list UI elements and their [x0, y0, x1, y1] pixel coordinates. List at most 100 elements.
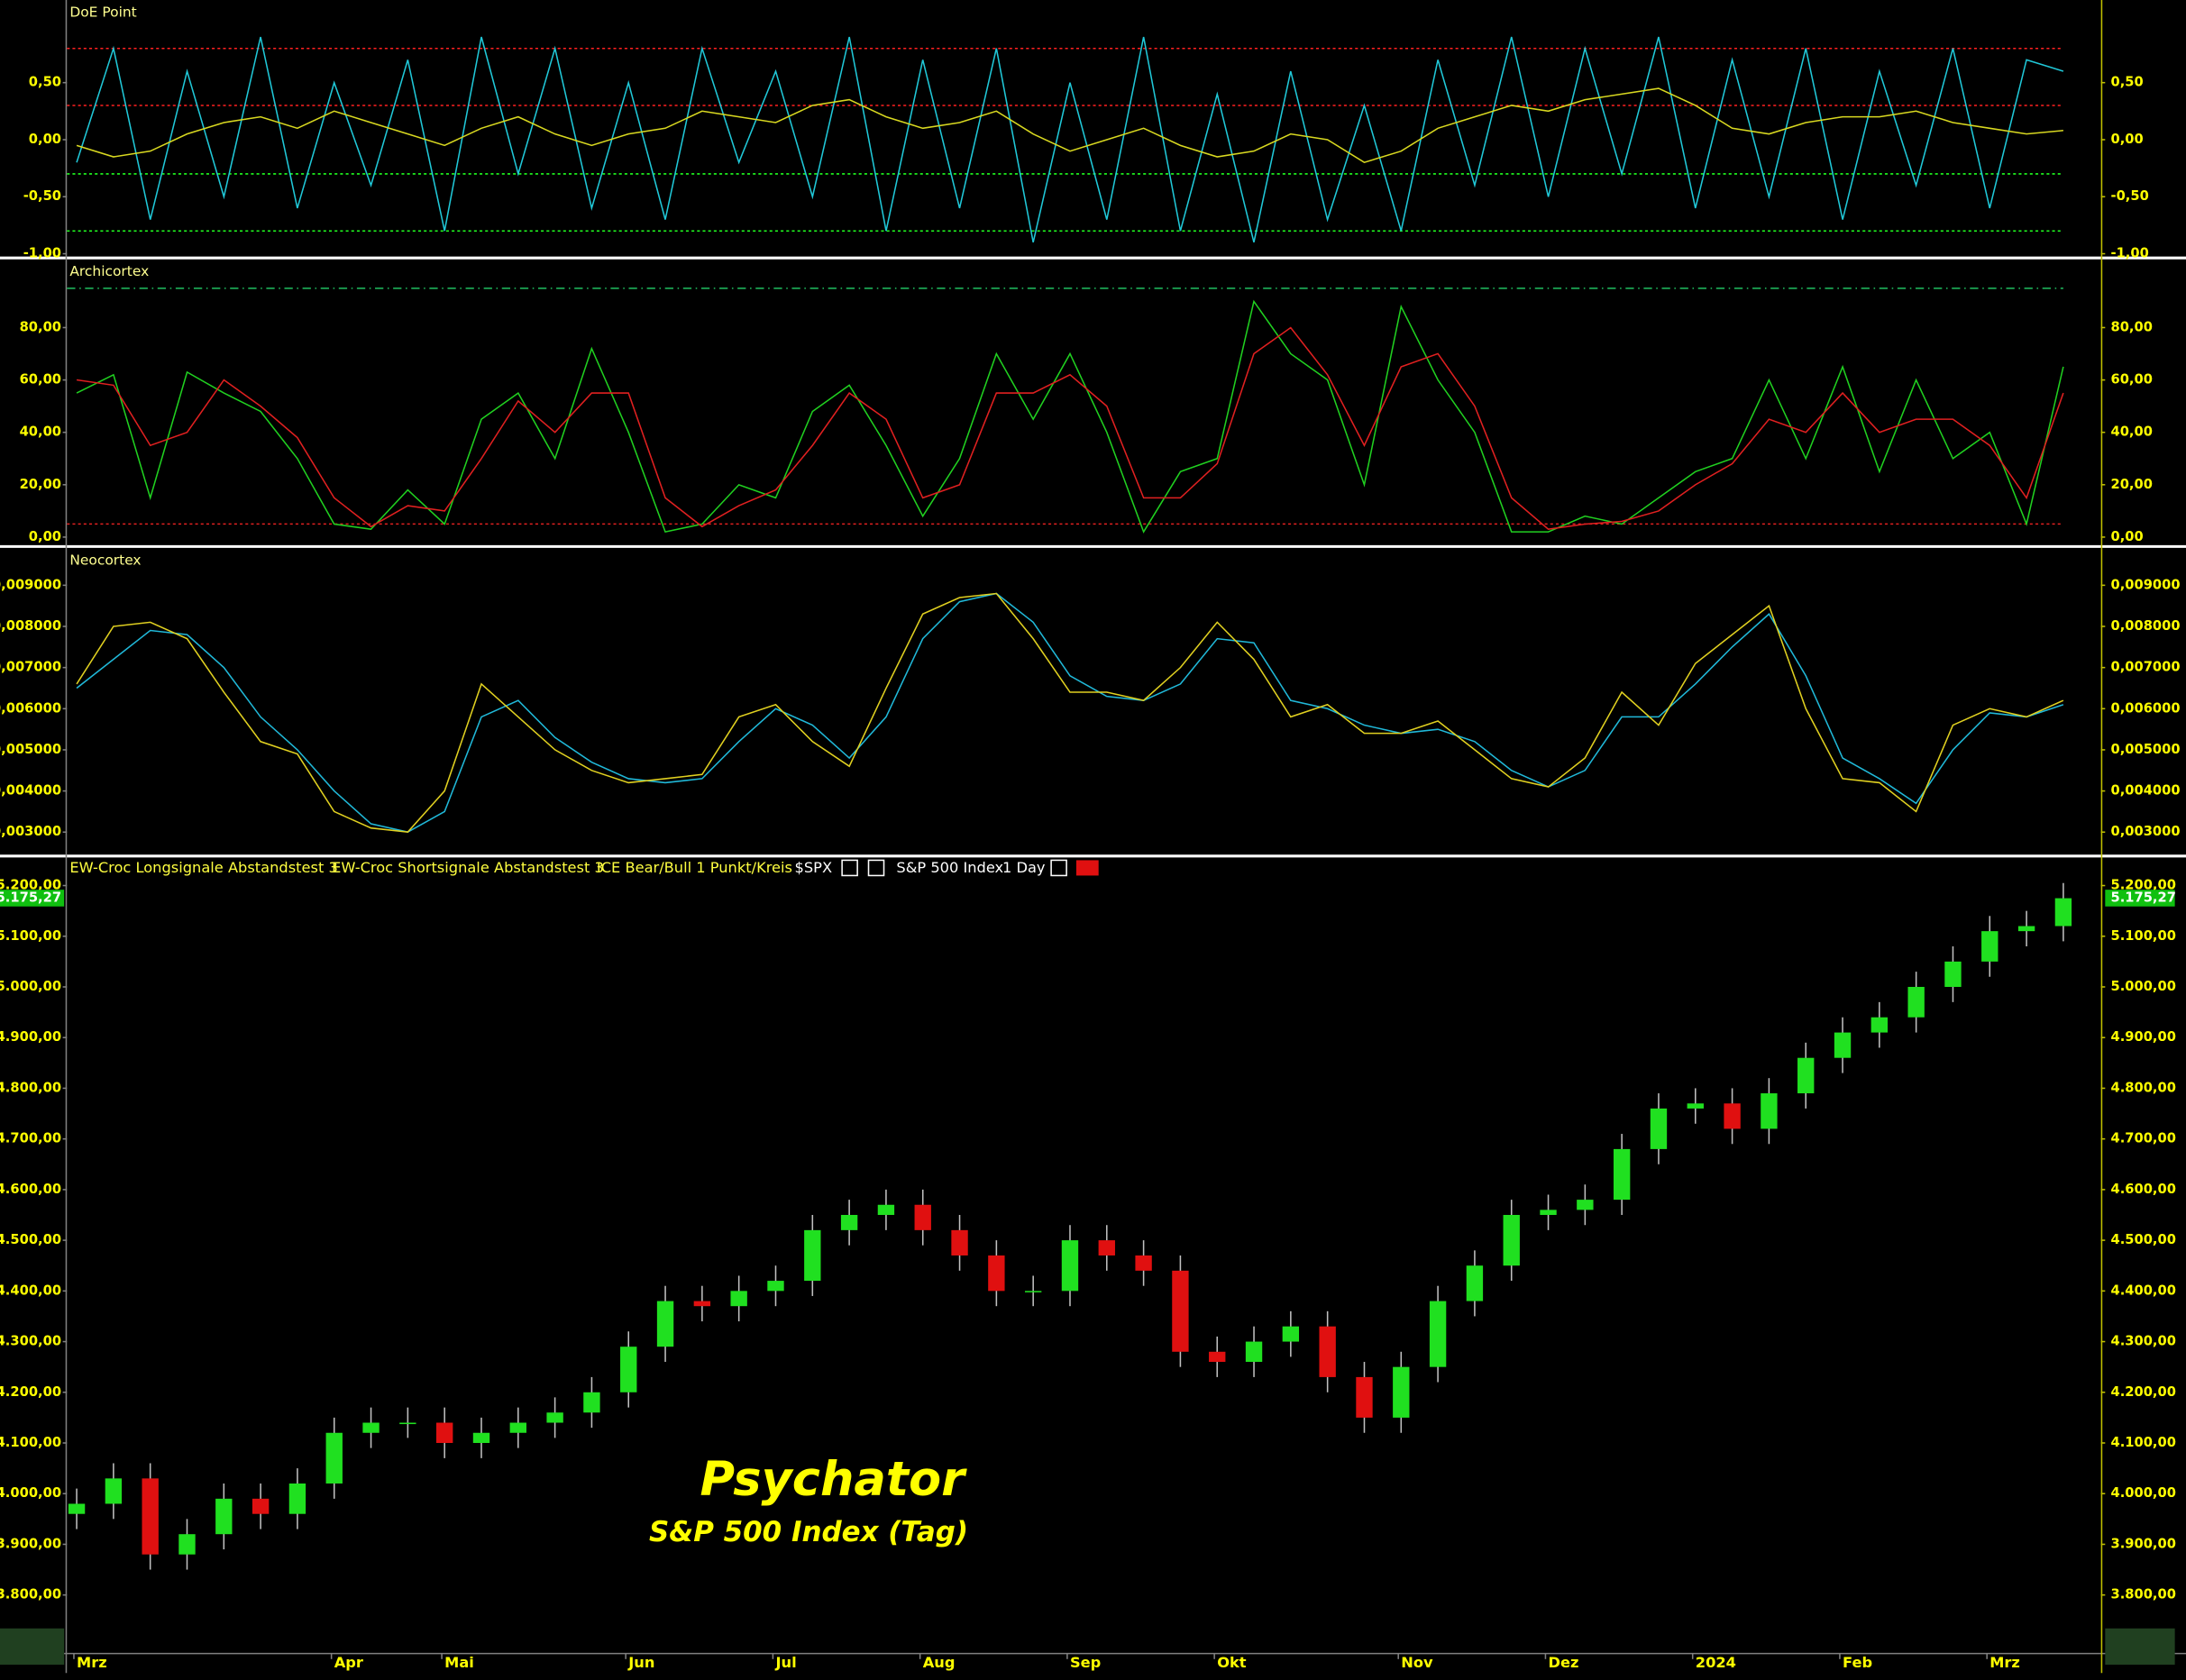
y-tick-label: 4.900,00: [0, 1029, 61, 1045]
candle-body: [1245, 1341, 1263, 1363]
y-tick-label: 60,00: [20, 372, 61, 388]
y-tick-label: 0,50: [29, 75, 61, 90]
y-tick-label: 4.100,00: [2110, 1435, 2175, 1450]
y-tick-label: 0,008000: [2110, 618, 2180, 634]
candle-body: [2054, 898, 2072, 927]
candle-body: [620, 1347, 637, 1392]
candle-body: [142, 1478, 159, 1555]
candle-body: [693, 1301, 711, 1307]
y-tick-label: 0,00: [2110, 529, 2143, 544]
y-tick-label: 3.800,00: [2110, 1587, 2175, 1602]
candle-body: [804, 1229, 821, 1282]
y-tick-label: -1,00: [2110, 246, 2148, 261]
candle-body: [877, 1204, 895, 1215]
x-tick-label: Mrz: [1989, 1654, 2020, 1671]
status-block: [2105, 1628, 2175, 1665]
y-tick-label: 20,00: [20, 477, 61, 492]
y-tick-label: 4.100,00: [0, 1435, 61, 1450]
last-price-label: 5.175,27: [2110, 890, 2175, 905]
y-tick-label: 4.800,00: [0, 1080, 61, 1095]
candle-body: [1061, 1240, 1079, 1292]
y-tick-label: -0,50: [2110, 188, 2148, 204]
candle-body: [325, 1432, 343, 1484]
candle-body: [1429, 1301, 1447, 1367]
indicator-line: [76, 36, 2064, 243]
y-tick-label: 5.000,00: [0, 979, 61, 994]
candle-body: [288, 1483, 306, 1514]
watermark-subtitle: S&P 500 Index (Tag): [649, 1516, 968, 1548]
legend-entry: S&P 500 Index: [896, 859, 1003, 876]
dropdown[interactable]: [841, 859, 858, 877]
frame: [0, 256, 2186, 1655]
candle-body: [1024, 1291, 1042, 1292]
candle-body: [1098, 1240, 1115, 1255]
candle-body: [2017, 926, 2035, 932]
candle-body: [399, 1422, 416, 1425]
x-tick-label: Feb: [1843, 1654, 1872, 1671]
legend-entry: $SPX: [795, 859, 833, 876]
y-tick-label: 40,00: [2110, 425, 2152, 440]
y-tick-label: 0,50: [2110, 75, 2143, 90]
candle-body: [1209, 1351, 1226, 1363]
legend-entry: EW-Croc Longsignale Abstandstest 3: [69, 859, 338, 876]
y-tick-label: 4.600,00: [2110, 1182, 2175, 1197]
candle-body: [1761, 1093, 1778, 1129]
y-tick-label: 4.800,00: [2110, 1080, 2175, 1095]
panel-title: Neocortex: [69, 552, 141, 568]
y-tick-label: 3.900,00: [2110, 1536, 2175, 1551]
y-tick-label: 0,003000: [2110, 824, 2180, 839]
candle-body: [1650, 1108, 1668, 1149]
y-tick-label: 80,00: [2110, 319, 2152, 334]
plot-layer: 0,50 0,50 0,00 0,00 -0,50 -0,50 -1,00 -1,00 DoE …: [0, 4, 2181, 1671]
candle-body: [178, 1534, 196, 1555]
candle-body: [1135, 1255, 1152, 1271]
y-tick-label: 0,00: [2110, 132, 2143, 147]
y-tick-label: 0,005000: [2110, 742, 2180, 757]
status-block: [0, 1628, 65, 1665]
y-tick-label: 0,00: [29, 529, 61, 544]
y-tick-label: 5.100,00: [0, 928, 61, 944]
candle-body: [1944, 961, 1962, 987]
candle-body: [1797, 1057, 1815, 1094]
candle-body: [988, 1255, 1005, 1292]
y-tick-label: 4.200,00: [0, 1384, 61, 1400]
y-tick-label: 3.900,00: [0, 1536, 61, 1551]
y-tick-label: 4.000,00: [0, 1485, 61, 1501]
candle-body: [1393, 1366, 1410, 1418]
candle-body: [472, 1432, 490, 1443]
y-tick-label: 5.200,00: [0, 878, 61, 893]
dropdown[interactable]: [1050, 859, 1067, 877]
y-tick-label: 3.800,00: [0, 1587, 61, 1602]
y-tick-label: 4.700,00: [0, 1131, 61, 1146]
y-tick-label: 0,006000: [0, 700, 61, 716]
dropdown[interactable]: [867, 859, 885, 877]
y-tick-label: 0,005000: [0, 742, 61, 757]
candle-body: [1613, 1148, 1631, 1201]
y-tick-label: 0,003000: [0, 824, 61, 839]
candle-body: [1540, 1210, 1557, 1215]
x-tick-label: Mrz: [77, 1654, 107, 1671]
watermark-title: Psychator: [700, 1452, 968, 1507]
indicator-line: [76, 87, 2063, 164]
y-tick-label: 4.400,00: [0, 1283, 61, 1298]
x-tick-label: Okt: [1217, 1654, 1247, 1671]
candle-body: [1981, 931, 1998, 962]
candle-body: [1282, 1326, 1300, 1342]
candle-body: [951, 1229, 968, 1255]
candle-body: [252, 1498, 270, 1514]
legend-entry: ICE Bear/Bull 1 Punkt/Kreis: [597, 859, 792, 876]
candle-body: [1466, 1265, 1484, 1301]
y-tick-label: 60,00: [2110, 372, 2152, 388]
y-tick-label: 0,006000: [2110, 700, 2180, 716]
legend-entry: 1 Day: [1002, 859, 1046, 876]
panel-title: Archicortex: [69, 263, 149, 279]
candle-body: [840, 1214, 858, 1230]
x-tick-label: Aug: [923, 1654, 956, 1671]
y-tick-label: 0,009000: [2110, 577, 2180, 592]
x-tick-label: Apr: [334, 1654, 363, 1671]
close-button[interactable]: [1075, 860, 1099, 876]
x-tick-label: Nov: [1401, 1654, 1433, 1671]
y-tick-label: 4.600,00: [0, 1182, 61, 1197]
indicator-line: [76, 299, 2064, 534]
x-tick-label: Jul: [774, 1654, 796, 1671]
